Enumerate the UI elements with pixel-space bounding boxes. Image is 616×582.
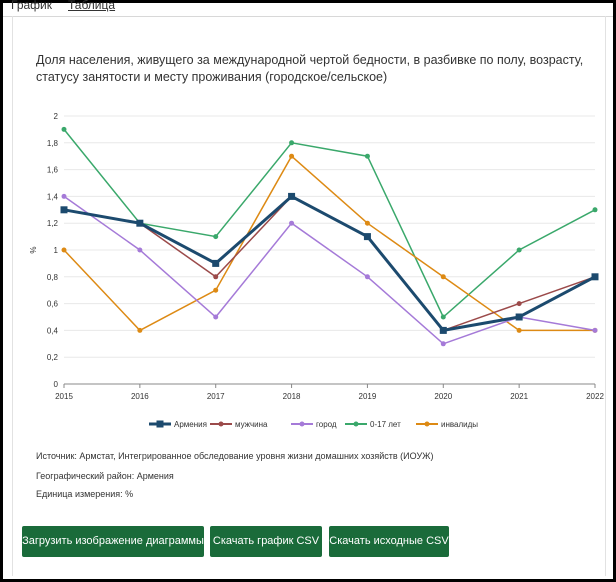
- data-point: [440, 341, 446, 347]
- window-frame-right: [613, 0, 616, 582]
- y-tick-label: 0,6: [47, 300, 59, 309]
- data-point: [213, 287, 219, 293]
- y-tick-label: 0,2: [47, 353, 59, 362]
- data-point: [440, 274, 446, 280]
- data-point: [61, 193, 67, 199]
- data-point: [213, 314, 219, 320]
- tab-table[interactable]: Таблица: [68, 0, 116, 12]
- x-tick-label: 2017: [207, 392, 225, 401]
- legend-label: мужчина: [235, 420, 268, 429]
- data-point: [213, 274, 219, 280]
- data-point: [137, 327, 143, 333]
- y-tick-label: 1,4: [47, 192, 59, 201]
- data-point: [288, 192, 296, 200]
- y-tick-label: 1,8: [47, 139, 59, 148]
- series-line: [63, 195, 596, 345]
- x-tick-label: 2018: [283, 392, 301, 401]
- y-tick-label: 0: [54, 380, 59, 389]
- tab-divider: [3, 16, 613, 17]
- line-chart: 0 0,2 0,4 0,6 0,8 1 1,2 1,4 1,6 1,8 2% 2015 2016 2017…: [29, 112, 604, 429]
- y-tick-label: 1,2: [47, 219, 59, 228]
- chart-title: Доля населения, живущего за международно…: [36, 53, 584, 84]
- data-point: [364, 220, 370, 226]
- data-point: [515, 313, 523, 321]
- legend-label: Армения: [174, 420, 207, 429]
- x-tick-label: 2015: [55, 392, 73, 401]
- legend-marker: [156, 420, 164, 428]
- data-point: [289, 153, 295, 159]
- data-point: [364, 274, 370, 280]
- download-source-csv-button[interactable]: Скачать исходные CSV: [329, 526, 449, 557]
- x-tick-label: 2020: [434, 392, 452, 401]
- data-point: [592, 207, 598, 213]
- legend-marker: [353, 421, 359, 427]
- data-point: [289, 140, 295, 146]
- y-axis-label: %: [29, 246, 38, 253]
- data-point: [61, 126, 67, 132]
- data-point: [591, 273, 599, 281]
- download-chart-csv-button[interactable]: Скачать график CSV: [210, 526, 322, 557]
- x-tick-label: 2016: [131, 392, 149, 401]
- series-line: [63, 194, 596, 333]
- legend-marker: [218, 421, 224, 427]
- data-point: [60, 206, 68, 214]
- legend-label: инвалиды: [441, 420, 478, 429]
- data-point: [516, 247, 522, 253]
- data-point: [212, 259, 220, 267]
- data-point: [363, 233, 371, 241]
- x-tick-label: 2022: [586, 392, 604, 401]
- y-tick-label: 0,4: [47, 326, 59, 335]
- series-line: [63, 128, 596, 319]
- window-frame-bottom: [0, 579, 616, 582]
- tab-chart[interactable]: График: [11, 0, 52, 12]
- unit-note: Единица измерения: %: [36, 489, 134, 499]
- y-tick-label: 1: [54, 246, 59, 255]
- data-point: [137, 247, 143, 253]
- download-image-button[interactable]: Загрузить изображение диаграммы: [22, 526, 204, 557]
- y-tick-label: 0,8: [47, 273, 59, 282]
- data-point: [289, 220, 295, 226]
- legend-label: город: [316, 420, 337, 429]
- data-point: [364, 153, 370, 159]
- x-tick-label: 2019: [359, 392, 377, 401]
- data-point: [439, 326, 447, 334]
- legend-label: 0-17 лет: [370, 420, 401, 429]
- data-point: [440, 314, 446, 320]
- legend-marker: [299, 421, 305, 427]
- legend-marker: [424, 421, 430, 427]
- view-tabs: График Таблица: [3, 0, 123, 16]
- data-point: [592, 327, 598, 333]
- y-tick-label: 2: [54, 112, 59, 121]
- x-tick-label: 2021: [510, 392, 528, 401]
- region-note: Географический район: Армения: [36, 471, 174, 481]
- data-point: [516, 301, 522, 307]
- data-point: [516, 327, 522, 333]
- window-frame-top: [0, 0, 616, 3]
- data-point: [61, 247, 67, 253]
- source-note: Источник: Армстат, Интегрированное обсле…: [36, 451, 434, 461]
- data-point: [213, 234, 219, 240]
- data-point: [136, 219, 144, 227]
- y-tick-label: 1,6: [47, 166, 59, 175]
- window-frame-left: [0, 0, 3, 582]
- chart-panel: [12, 16, 606, 576]
